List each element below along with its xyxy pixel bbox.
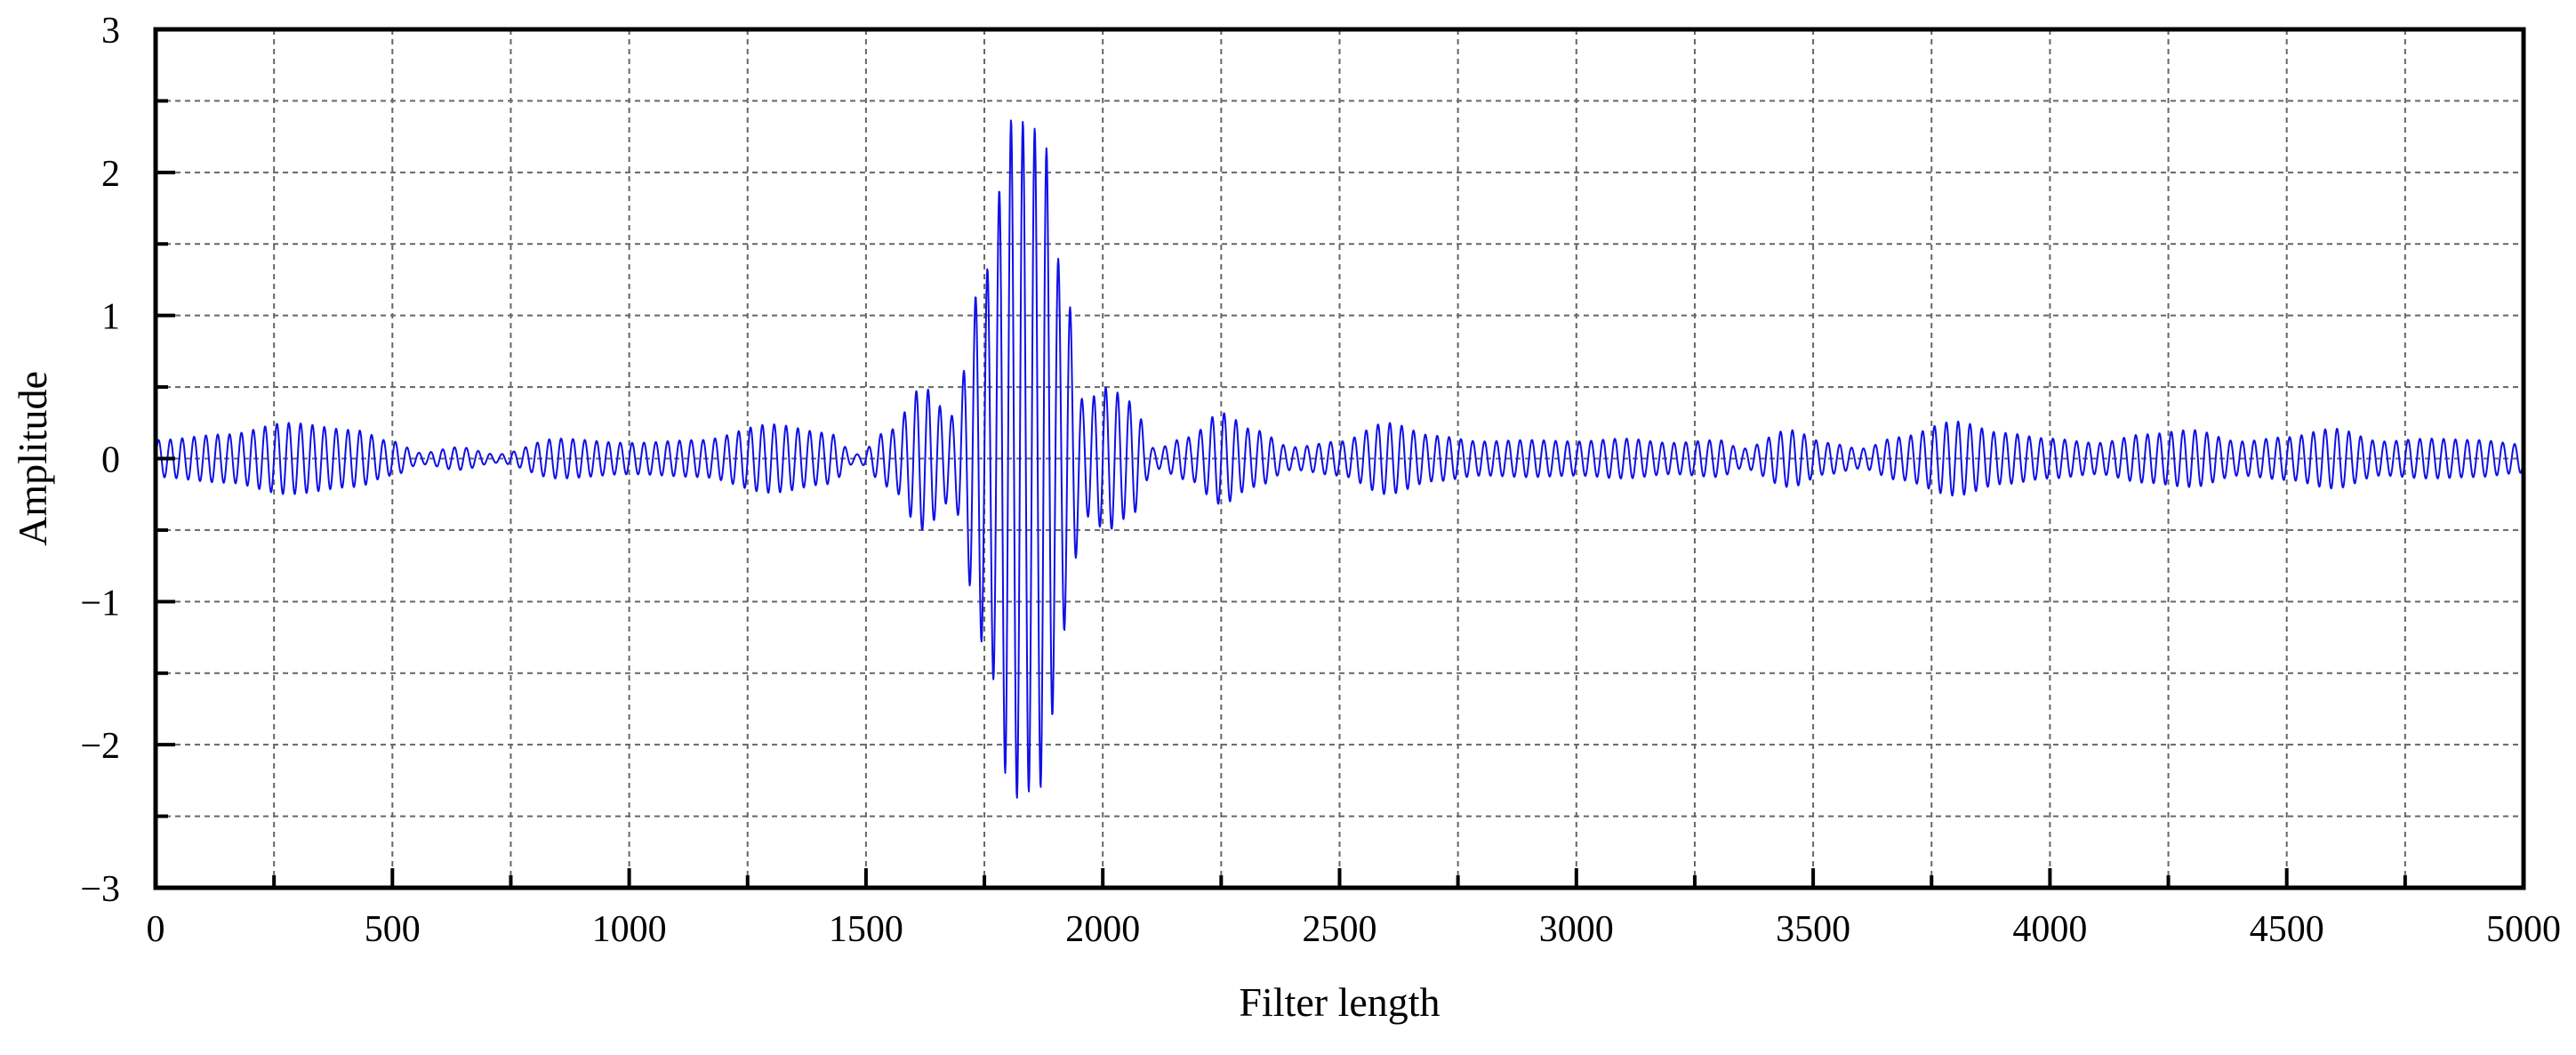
y-axis-tick-labels: 3 2 1 0 −1 −2 −3 (80, 11, 120, 910)
x-axis-tick-labels: 0 500 1000 1500 2000 2500 3000 3500 4000 4500 5000 (147, 909, 2562, 950)
y-tick-label: 3 (101, 11, 120, 52)
series-layer (155, 119, 2524, 799)
x-tick-label: 4500 (2250, 909, 2324, 950)
x-tick-label: 4000 (2012, 909, 2087, 950)
y-tick-label: −1 (80, 583, 120, 624)
y-tick-label: 0 (101, 440, 120, 481)
plot-frame (153, 27, 2526, 890)
y-tick-label: 1 (101, 297, 120, 338)
x-tick-label: 1500 (829, 909, 903, 950)
y-axis-label: Amplitude (10, 371, 55, 546)
x-tick-label: 1000 (592, 909, 667, 950)
x-tick-label: 5000 (2486, 909, 2561, 950)
x-tick-label: 2000 (1065, 909, 1140, 950)
x-tick-label: 3000 (1539, 909, 1614, 950)
x-tick-label: 0 (147, 909, 165, 950)
y-tick-label: 2 (101, 154, 120, 195)
y-tick-label: −3 (80, 869, 120, 910)
x-axis-label: Filter length (1239, 979, 1440, 1025)
x-tick-label: 2500 (1303, 909, 1377, 950)
series-line (155, 119, 2524, 799)
x-tick-label: 3500 (1776, 909, 1850, 950)
y-tick-label: −2 (80, 726, 120, 767)
x-tick-label: 500 (365, 909, 421, 950)
